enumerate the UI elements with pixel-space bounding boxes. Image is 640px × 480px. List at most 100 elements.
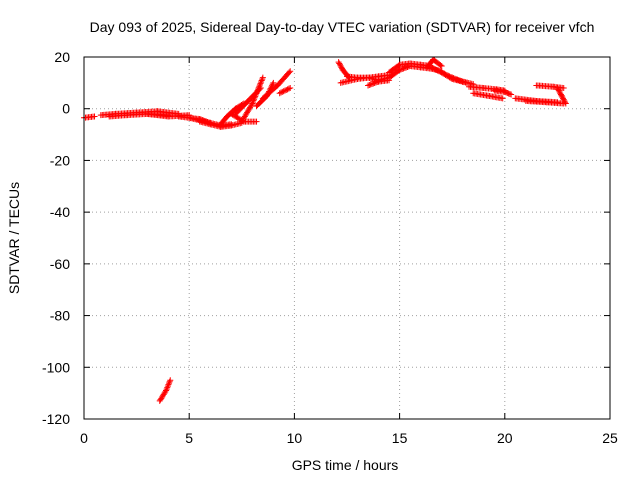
y-axis-label: SDTVAR / TECUs: [6, 182, 22, 294]
data-point: [337, 63, 344, 70]
data-point: [562, 99, 569, 106]
series-arc-arc-22: [428, 64, 477, 88]
data-point: [251, 96, 258, 103]
data-point: [560, 96, 567, 103]
y-tick-label: -120: [42, 411, 70, 427]
plot-frame: [83, 56, 611, 420]
data-point: [164, 384, 171, 391]
data-point: [557, 91, 564, 98]
data-point: [503, 89, 510, 96]
data-point: [463, 79, 470, 86]
data-point: [335, 59, 342, 66]
data-point: [561, 97, 568, 104]
data-point: [279, 88, 286, 95]
data-point: [438, 63, 445, 70]
data-point: [287, 68, 294, 75]
y-tick-label: -60: [50, 256, 70, 272]
data-point: [256, 83, 263, 90]
data-point: [248, 101, 255, 108]
data-point: [277, 89, 284, 96]
data-point: [270, 79, 277, 86]
data-point: [249, 100, 256, 107]
data-point: [434, 67, 441, 74]
data-point: [433, 66, 440, 73]
data-point: [251, 94, 258, 101]
series-arc-arc-07: [196, 118, 245, 130]
y-tick-label: -40: [50, 204, 70, 220]
y-tick-label: -80: [50, 308, 70, 324]
data-point: [284, 86, 291, 93]
data-point: [501, 88, 508, 95]
data-point: [386, 77, 393, 84]
data-point: [253, 90, 260, 97]
data-point: [280, 88, 287, 95]
data-point: [281, 87, 288, 94]
series-arc-arc-14: [276, 85, 294, 97]
data-point: [255, 86, 262, 93]
series-arc-arc-10: [232, 85, 264, 117]
data-point: [555, 86, 562, 93]
data-point: [166, 380, 173, 387]
series-arc-arc-23: [438, 69, 470, 86]
data-point: [254, 87, 261, 94]
series-arc-arc-26: [491, 87, 515, 98]
series-arc-arc-15: [156, 377, 174, 404]
data-point: [338, 64, 345, 71]
data-point: [437, 62, 444, 69]
series-arc-arc-30: [554, 85, 569, 107]
data-point: [499, 95, 506, 102]
data-point: [165, 381, 172, 388]
data-point: [505, 90, 512, 97]
data-point: [250, 97, 257, 104]
data-point: [554, 85, 561, 92]
x-tick-label: 25: [602, 430, 618, 446]
data-point: [336, 61, 343, 68]
data-point: [506, 90, 513, 97]
data-point: [286, 69, 293, 76]
series-arc-arc-13: [259, 68, 294, 102]
y-tick-label: 0: [62, 101, 70, 117]
data-point: [163, 386, 170, 393]
series-arc-arc-01: [81, 113, 98, 121]
data-point: [249, 99, 256, 106]
data-point: [164, 383, 171, 390]
data-points: [81, 56, 569, 404]
series-arc-arc-11: [238, 74, 266, 125]
data-point: [336, 60, 343, 67]
data-point: [255, 84, 262, 91]
data-point: [447, 75, 454, 82]
data-point: [256, 81, 263, 88]
data-point: [560, 85, 567, 92]
data-point: [436, 68, 443, 75]
data-point: [259, 74, 266, 81]
data-point: [508, 91, 515, 98]
data-point: [557, 90, 564, 97]
data-point: [91, 113, 98, 120]
data-point: [258, 78, 265, 85]
series-arc-arc-19: [365, 77, 393, 89]
data-point: [560, 95, 567, 102]
x-tick-label: 15: [392, 430, 408, 446]
data-point: [430, 65, 437, 72]
data-point: [269, 81, 276, 88]
series-arc-arc-25: [470, 90, 506, 102]
y-tick-label: 20: [54, 49, 70, 65]
data-point: [504, 89, 511, 96]
data-point: [253, 89, 260, 96]
data-point: [252, 91, 259, 98]
data-point: [287, 85, 294, 92]
data-point: [257, 80, 264, 87]
data-point: [432, 66, 439, 73]
series-arc-arc-28: [522, 97, 567, 107]
data-point: [259, 76, 266, 83]
data-point: [163, 387, 170, 394]
chart-title: Day 093 of 2025, Sidereal Day-to-day VTE…: [90, 19, 595, 35]
data-point: [253, 118, 260, 125]
x-tick-label: 5: [185, 430, 193, 446]
series-arc-arc-21: [423, 56, 445, 71]
x-axis-label: GPS time / hours: [292, 457, 399, 473]
y-tick-label: -100: [42, 359, 70, 375]
data-point: [258, 77, 265, 84]
data-point: [162, 388, 169, 395]
